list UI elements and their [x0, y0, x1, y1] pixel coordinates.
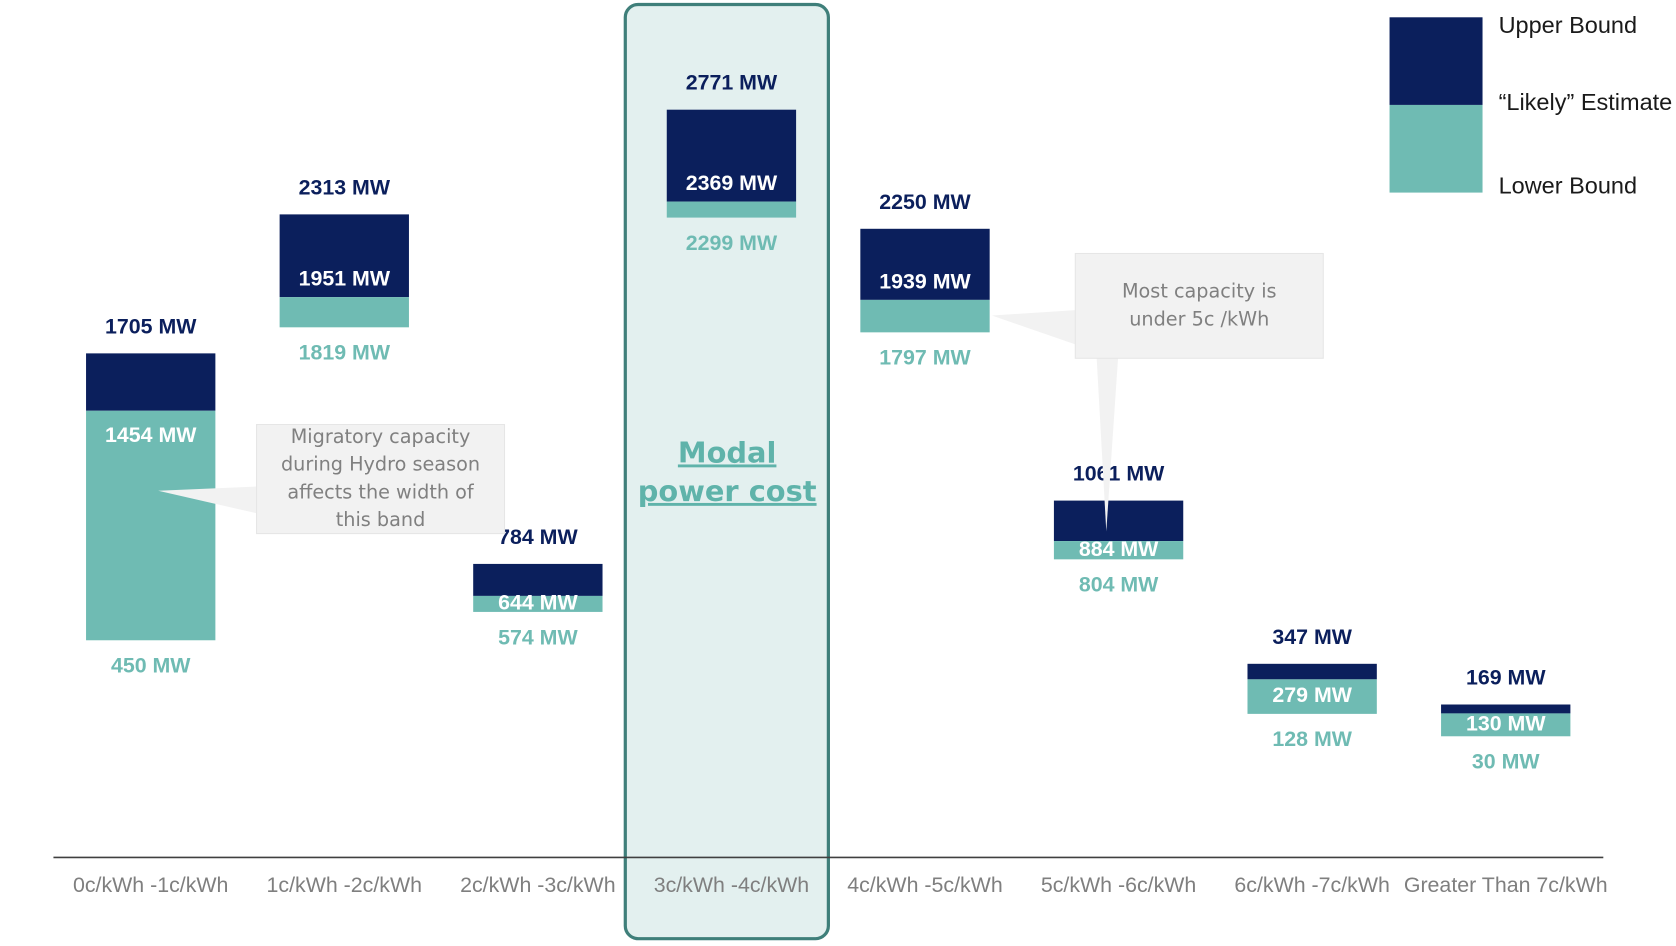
likely-label: 279 MW [1272, 683, 1352, 707]
bar-lower [279, 297, 409, 328]
highlight-label: Modal [678, 435, 777, 469]
upper-label: 2250 MW [879, 190, 971, 214]
callout-box [1074, 252, 1324, 359]
callout-text: under 5c /kWh [1129, 307, 1269, 330]
lower-label: 574 MW [498, 625, 578, 649]
lower-label: 30 MW [1472, 750, 1540, 774]
lower-label: 128 MW [1272, 727, 1352, 751]
highlight-label: power cost [638, 474, 817, 508]
bar-upper [666, 109, 797, 202]
likely-label: 644 MW [498, 591, 578, 615]
x-tick-label: 5c/kWh -6c/kWh [1041, 873, 1196, 897]
upper-label: 1061 MW [1073, 462, 1165, 486]
lower-label: 2299 MW [686, 231, 778, 255]
likely-label: 130 MW [1466, 711, 1546, 735]
bar-upper [86, 353, 216, 411]
bar-upper [1247, 663, 1377, 680]
bar-lower [473, 595, 603, 612]
bar-lower [666, 201, 797, 218]
bar-upper [473, 563, 603, 596]
upper-label: 347 MW [1272, 625, 1352, 649]
callout-text: Most capacity is [1122, 279, 1277, 302]
likely-label: 1454 MW [105, 423, 197, 447]
legend-swatch [1389, 104, 1483, 193]
bar-lower [1053, 541, 1184, 560]
legend-label: Lower Bound [1499, 172, 1638, 198]
bar-lower [1441, 713, 1571, 737]
x-tick-label: 4c/kWh -5c/kWh [847, 873, 1002, 897]
callout-tail [991, 310, 1076, 345]
callout-tail [1096, 358, 1119, 532]
callout-text: this band [336, 508, 426, 531]
upper-label: 784 MW [498, 525, 578, 549]
callout-text: affects the width of [287, 480, 475, 503]
bar-lower [86, 410, 216, 641]
upper-label: 2771 MW [686, 71, 778, 95]
upper-label: 1705 MW [105, 314, 197, 338]
likely-label: 1951 MW [299, 267, 391, 291]
x-tick-label: Greater Than 7c/kWh [1404, 873, 1608, 897]
bar-upper [1441, 704, 1571, 714]
upper-label: 169 MW [1466, 665, 1546, 689]
lower-label: 804 MW [1079, 573, 1159, 597]
callout-text: during Hydro season [281, 453, 480, 476]
callout-box [255, 424, 506, 535]
x-tick-label: 6c/kWh -7c/kWh [1234, 873, 1389, 897]
lower-label: 450 MW [111, 654, 191, 678]
bar-upper [1053, 500, 1184, 542]
upper-label: 2313 MW [299, 175, 391, 199]
legend-label: “Likely” Estimate [1499, 89, 1673, 115]
x-tick-label: 1c/kWh -2c/kWh [267, 873, 422, 897]
callout-tail [158, 486, 257, 514]
highlight-band [623, 2, 830, 941]
callout-text: Migratory capacity [291, 425, 471, 448]
bar-lower [860, 299, 990, 333]
likely-label: 884 MW [1079, 537, 1159, 561]
legend-swatch [1389, 17, 1483, 105]
legend-label: Upper Bound [1499, 12, 1638, 38]
lower-label: 1797 MW [879, 346, 971, 370]
x-tick-label: 0c/kWh -1c/kWh [73, 873, 228, 897]
x-tick-label: 3c/kWh -4c/kWh [654, 873, 809, 897]
bar-lower [1247, 679, 1377, 714]
likely-label: 2369 MW [686, 171, 778, 195]
bar-upper [860, 228, 990, 300]
lower-label: 1819 MW [299, 341, 391, 365]
likely-label: 1939 MW [879, 269, 971, 293]
bar-upper [279, 214, 409, 298]
x-tick-label: 2c/kWh -3c/kWh [460, 873, 615, 897]
